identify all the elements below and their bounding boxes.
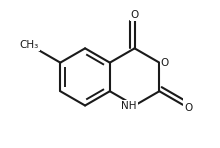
Text: CH₃: CH₃ xyxy=(20,40,39,50)
Text: O: O xyxy=(130,10,139,20)
Text: O: O xyxy=(160,58,169,68)
Text: NH: NH xyxy=(121,100,137,111)
Text: O: O xyxy=(184,103,192,113)
